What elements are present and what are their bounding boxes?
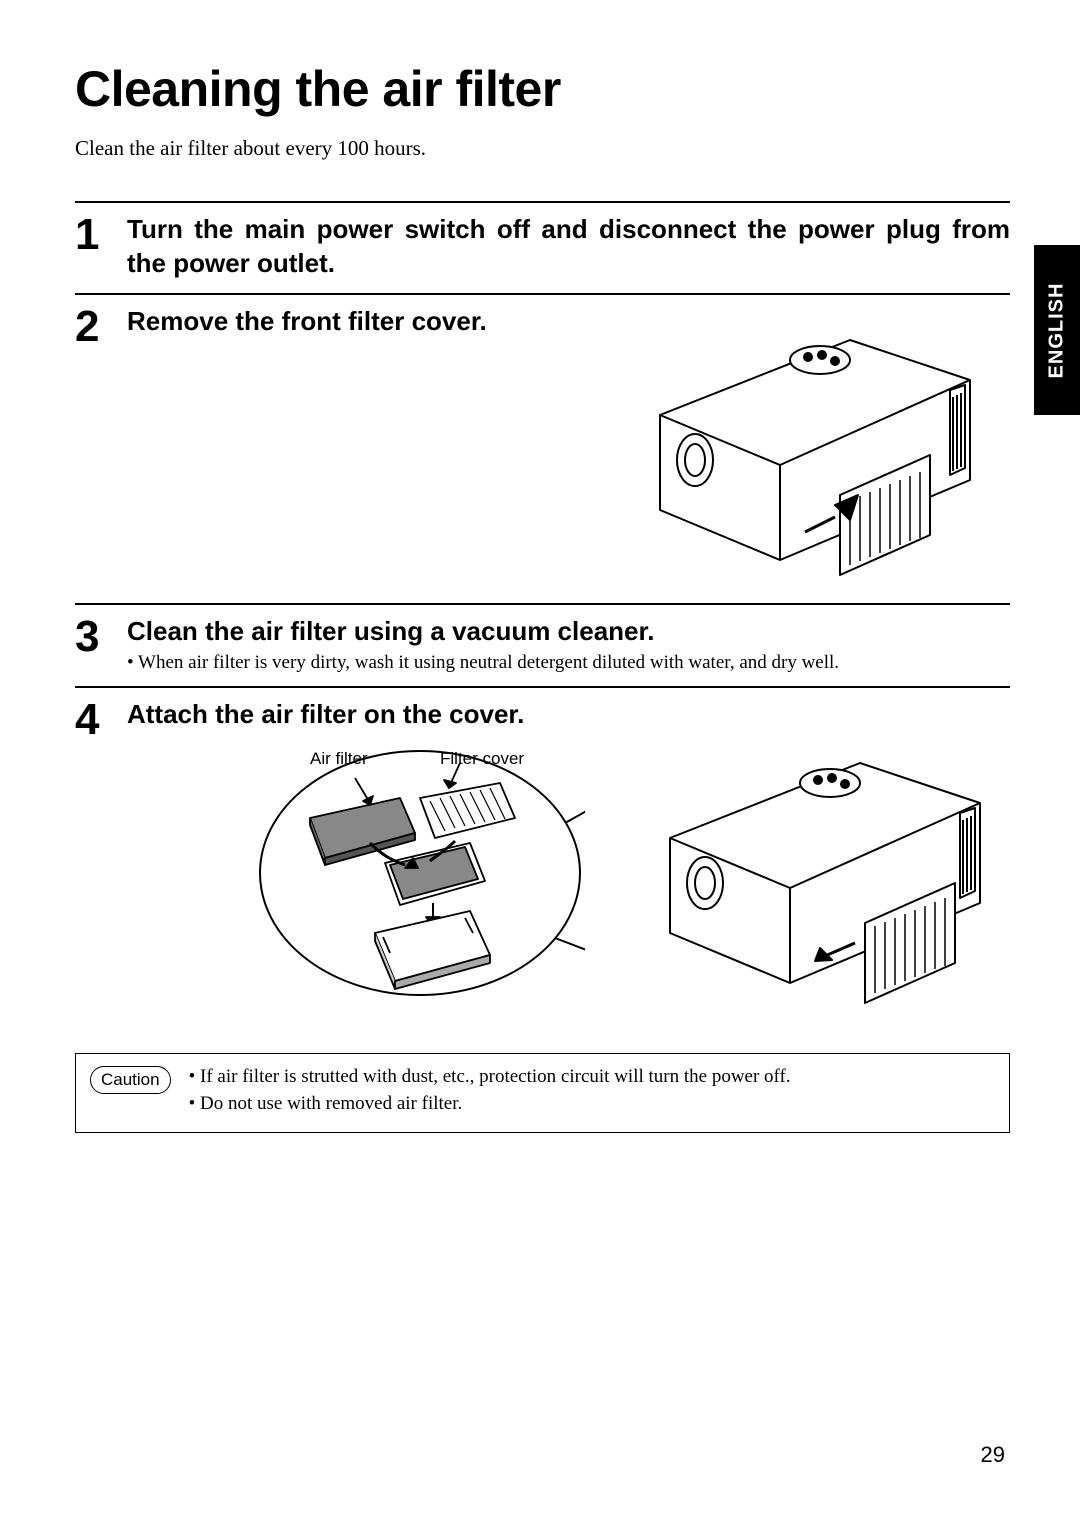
intro-text: Clean the air filter about every 100 hou… — [75, 136, 1010, 161]
step-number: 3 — [75, 615, 127, 659]
manual-page: Cleaning the air filter Clean the air fi… — [0, 0, 1080, 1528]
air-filter-label: Air filter — [310, 749, 368, 769]
caution-item: • If air filter is strutted with dust, e… — [189, 1064, 791, 1091]
step-body: Turn the main power switch off and disco… — [127, 213, 1010, 281]
projector-illustration-2 — [620, 708, 1020, 1008]
page-title: Cleaning the air filter — [75, 60, 1010, 118]
caution-label: Caution — [90, 1066, 171, 1094]
projector-illustration — [610, 285, 1010, 585]
caution-item: • Do not use with removed air filter. — [189, 1091, 791, 1118]
step-body: Attach the air filter on the cover. — [127, 698, 1010, 732]
step-2: 2 Remove the front filter cover. — [75, 295, 1010, 605]
filter-cover-label: Filter cover — [440, 749, 524, 769]
step-heading: Clean the air filter using a vacuum clea… — [127, 615, 1010, 649]
step-1: 1 Turn the main power switch off and dis… — [75, 201, 1010, 295]
step-4: 4 Attach the air filter on the cover. — [75, 688, 1010, 1033]
filter-diagram-icon — [255, 743, 585, 1003]
caution-box: Caution • If air filter is strutted with… — [75, 1053, 1010, 1132]
step-number: 2 — [75, 305, 127, 349]
filter-assembly-illustration: Air filter Filter cover — [255, 743, 585, 1003]
projector-icon — [620, 708, 1020, 1008]
page-number: 29 — [981, 1442, 1005, 1468]
language-tab-label: ENGLISH — [1046, 282, 1069, 378]
step-number: 1 — [75, 213, 127, 257]
language-tab: ENGLISH — [1034, 245, 1080, 415]
step-note: • When air filter is very dirty, wash it… — [127, 652, 1010, 674]
step-3: 3 Clean the air filter using a vacuum cl… — [75, 605, 1010, 689]
step-heading: Turn the main power switch off and disco… — [127, 213, 1010, 281]
step-number: 4 — [75, 698, 127, 742]
projector-icon — [610, 285, 1010, 585]
caution-text: • If air filter is strutted with dust, e… — [189, 1064, 791, 1117]
step-body: Clean the air filter using a vacuum clea… — [127, 615, 1010, 675]
